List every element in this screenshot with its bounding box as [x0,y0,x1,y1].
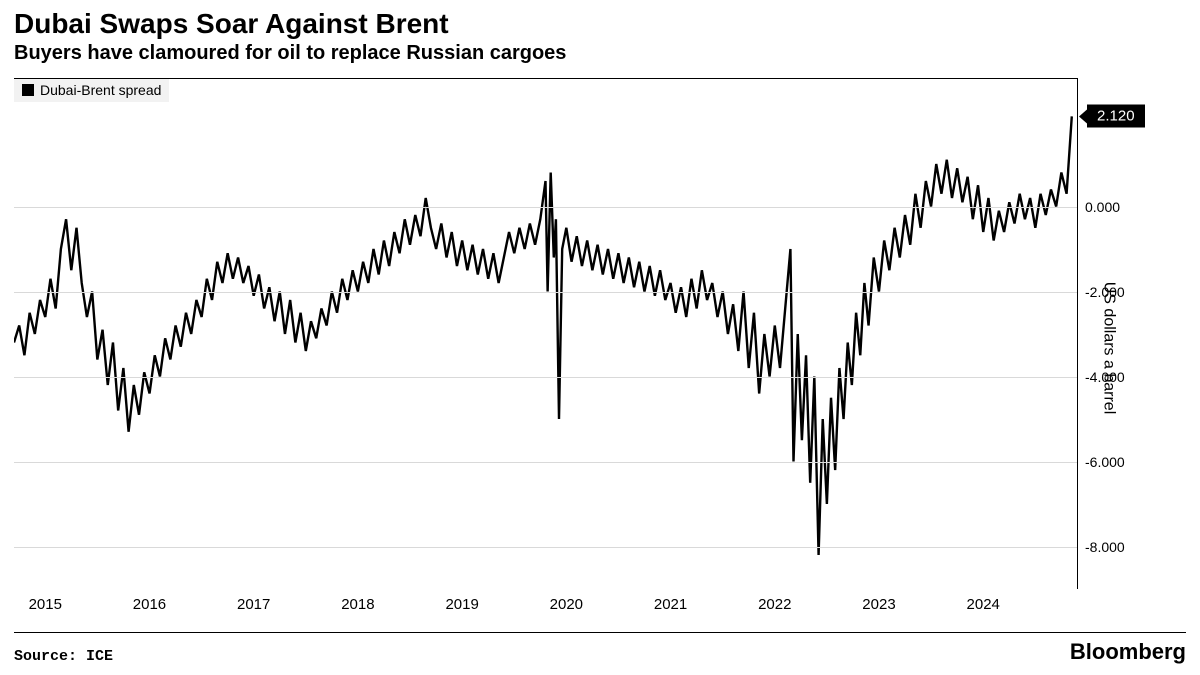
gridline [14,377,1077,378]
x-tick-label: 2024 [967,596,1000,613]
gridline [14,207,1077,208]
gridline [14,462,1077,463]
x-tick-label: 2015 [29,596,62,613]
y-axis-label: US dollars a barrel [1099,281,1117,414]
chart-footer: Source: ICE Bloomberg [14,632,1186,665]
y-tick-label: -6.000 [1085,454,1137,470]
value-callout: 2.120 [1087,105,1145,128]
brand-logo: Bloomberg [1070,639,1186,665]
y-tick-label: 0.000 [1085,199,1137,215]
y-tick-label: -8.000 [1085,539,1137,555]
source-attribution: Source: ICE [14,648,113,665]
x-tick-label: 2016 [133,596,166,613]
chart-title: Dubai Swaps Soar Against Brent [0,0,1200,40]
chart-area: 0.000-2.000-4.000-6.000-8.00020152016201… [14,78,1186,617]
line-series [14,79,1077,589]
x-tick-label: 2019 [445,596,478,613]
gridline [14,547,1077,548]
x-tick-label: 2018 [341,596,374,613]
x-tick-label: 2020 [550,596,583,613]
x-tick-label: 2021 [654,596,687,613]
x-tick-label: 2022 [758,596,791,613]
x-tick-label: 2017 [237,596,270,613]
plot-area: 0.000-2.000-4.000-6.000-8.00020152016201… [14,78,1078,589]
gridline [14,292,1077,293]
chart-subtitle: Buyers have clamoured for oil to replace… [0,40,1200,71]
x-tick-label: 2023 [862,596,895,613]
